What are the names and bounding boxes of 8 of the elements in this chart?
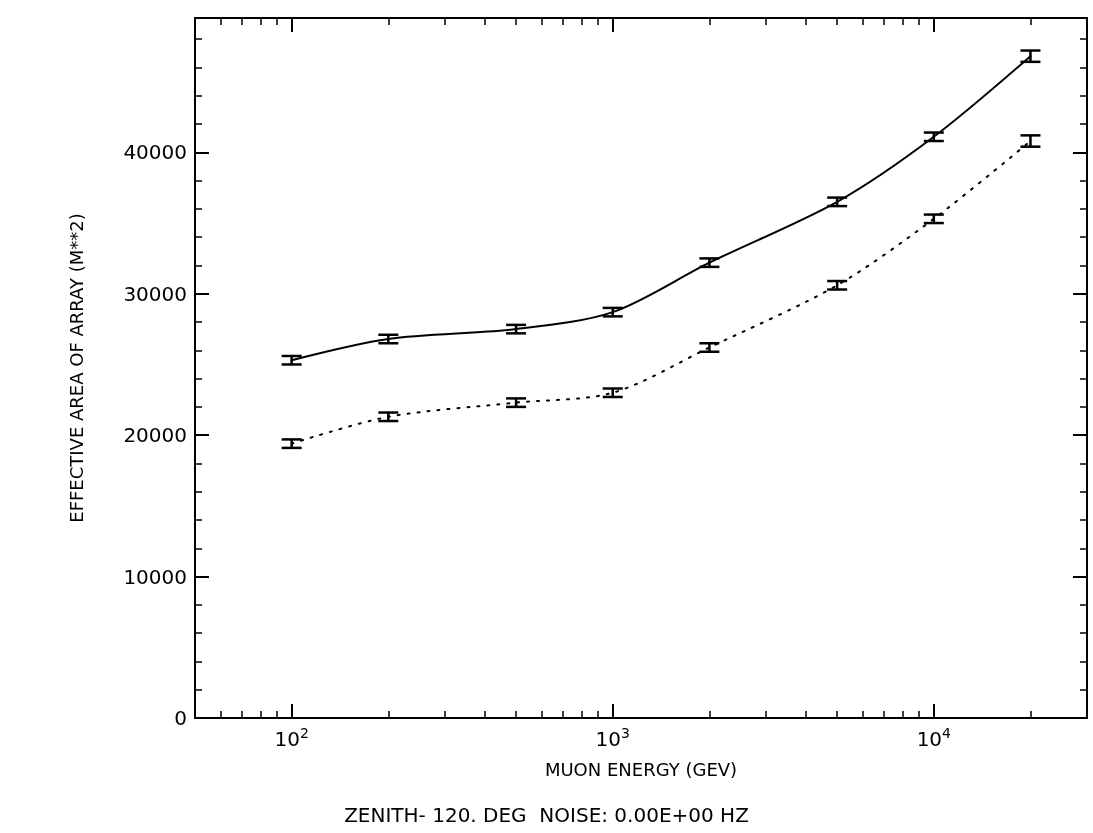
y-tick-label: 0 [174,706,187,730]
y-tick-label: 10000 [123,564,187,589]
y-axis-title: EFFECTIVE AREA OF ARRAY (M**2) [65,213,87,523]
y-tick-label: 40000 [123,140,187,165]
x-axis-title: MUON ENERGY (GEV) [544,758,738,780]
text: ZENITH- 120. DEG NOISE: 0.00E+00 HZ [344,803,749,827]
y-tick-label: 30000 [123,281,187,306]
y-tick-label: 20000 [123,423,187,448]
